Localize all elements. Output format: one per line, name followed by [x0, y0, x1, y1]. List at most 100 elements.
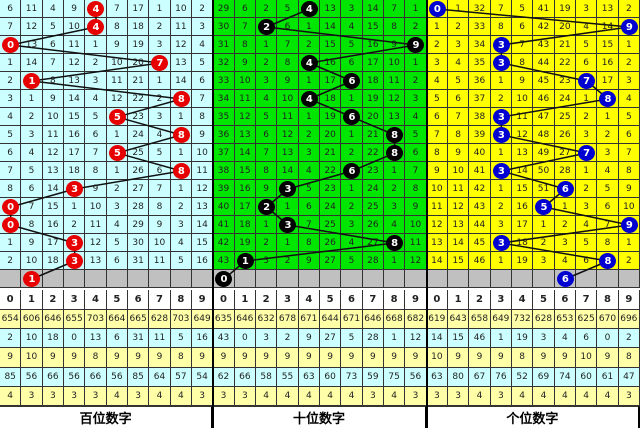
omission-cell: 11: [447, 180, 470, 198]
omission-cell: 4: [575, 216, 598, 234]
digit-header: 5: [533, 290, 555, 310]
omission-cell: 47: [533, 108, 555, 126]
stat-cell: 658: [469, 310, 491, 330]
omission-cell: 16: [191, 252, 214, 270]
stat-cell: 3: [362, 386, 384, 406]
omission-cell: 14: [277, 162, 299, 180]
stat-cell: 52: [511, 367, 534, 387]
stat-cell: 9: [149, 348, 171, 368]
pending-cell: [469, 270, 491, 288]
pending-cell: [85, 270, 107, 288]
pending-cell: [234, 270, 256, 288]
omission-cell: 16: [597, 54, 619, 72]
omission-cell: 20: [554, 18, 576, 36]
stat-cell: 682: [405, 310, 427, 330]
omission-cell: 1: [106, 126, 128, 144]
omission-cell: 10: [383, 54, 406, 72]
omission-cell: 6: [511, 18, 534, 36]
omission-cell: 2: [597, 126, 619, 144]
stat-cell: 6: [575, 329, 598, 349]
omission-cell: 8: [191, 108, 214, 126]
omission-cell: 45: [533, 72, 555, 90]
stat-cell: 625: [575, 310, 598, 330]
omission-cell: 5: [0, 126, 22, 144]
stat-cell: 9: [63, 348, 86, 368]
stat-cell: 628: [533, 310, 555, 330]
draw-ball: 8: [172, 91, 190, 107]
omission-cell: 42: [469, 180, 491, 198]
stat-cell: 646: [234, 310, 256, 330]
omission-cell: 8: [0, 180, 22, 198]
omission-cell: 23: [554, 72, 576, 90]
stat-cell: 703: [170, 310, 192, 330]
digit-header: 4: [85, 290, 107, 310]
stat-cell: 9: [127, 348, 150, 368]
omission-cell: 5: [277, 0, 299, 18]
omission-cell: 10: [234, 72, 256, 90]
omission-cell: 8: [234, 36, 256, 54]
omission-cell: 22: [362, 144, 384, 162]
omission-cell: 9: [298, 252, 320, 270]
omission-cell: 6: [447, 90, 470, 108]
stat-cell: 59: [362, 367, 384, 387]
omission-cell: 3: [383, 198, 406, 216]
omission-cell: 4: [554, 252, 576, 270]
omission-cell: 13: [511, 144, 534, 162]
omission-cell: 9: [405, 198, 427, 216]
omission-cell: 2: [149, 90, 171, 108]
omission-cell: 10: [42, 108, 64, 126]
omission-cell: 6: [597, 198, 619, 216]
omission-cell: 1: [490, 72, 512, 90]
stat-cell: 668: [383, 310, 406, 330]
omission-cell: 8: [298, 234, 320, 252]
omission-cell: 24: [319, 198, 342, 216]
omission-cell: 29: [213, 0, 235, 18]
stat-cell: 31: [127, 329, 150, 349]
draw-ball: 0: [428, 1, 446, 17]
omission-cell: 41: [533, 0, 555, 18]
omission-cell: 8: [255, 162, 278, 180]
omission-cell: 5: [149, 144, 171, 162]
stat-cell: 8: [511, 348, 534, 368]
omission-cell: 7: [426, 126, 448, 144]
omission-cell: 2: [21, 108, 43, 126]
stat-cell: 4: [554, 329, 576, 349]
stat-cell: 75: [383, 367, 406, 387]
omission-cell: 2: [426, 36, 448, 54]
omission-cell: 14: [362, 0, 384, 18]
omission-cell: 2: [63, 216, 86, 234]
pending-cell: [0, 270, 22, 288]
panel-separator: [425, 0, 428, 428]
omission-cell: 7: [405, 162, 427, 180]
omission-cell: 2: [255, 234, 278, 252]
omission-cell: 20: [127, 54, 150, 72]
digit-header: 5: [319, 290, 342, 310]
omission-cell: 1: [426, 18, 448, 36]
omission-cell: 18: [234, 216, 256, 234]
stat-cell: 56: [405, 367, 427, 387]
stat-cell: 671: [341, 310, 363, 330]
stat-cell: 66: [85, 367, 107, 387]
omission-cell: 11: [405, 234, 427, 252]
omission-cell: 16: [63, 126, 86, 144]
digit-header: 8: [170, 290, 192, 310]
omission-cell: 13: [63, 72, 86, 90]
omission-cell: 6: [575, 252, 598, 270]
stat-cell: 18: [42, 329, 64, 349]
omission-cell: 9: [255, 180, 278, 198]
omission-cell: 8: [277, 54, 299, 72]
omission-cell: 17: [319, 72, 342, 90]
omission-cell: 38: [469, 108, 491, 126]
stat-cell: 9: [319, 348, 342, 368]
omission-cell: 40: [213, 198, 235, 216]
stat-cell: 9: [234, 348, 256, 368]
omission-cell: 4: [405, 108, 427, 126]
omission-cell: 39: [469, 126, 491, 144]
panel-title: 百位数字: [0, 406, 214, 428]
omission-cell: 31: [213, 36, 235, 54]
pending-cell: [255, 270, 278, 288]
digit-header: 7: [575, 290, 598, 310]
omission-cell: 2: [383, 180, 406, 198]
omission-cell: 5: [191, 54, 214, 72]
omission-cell: 10: [511, 90, 534, 108]
